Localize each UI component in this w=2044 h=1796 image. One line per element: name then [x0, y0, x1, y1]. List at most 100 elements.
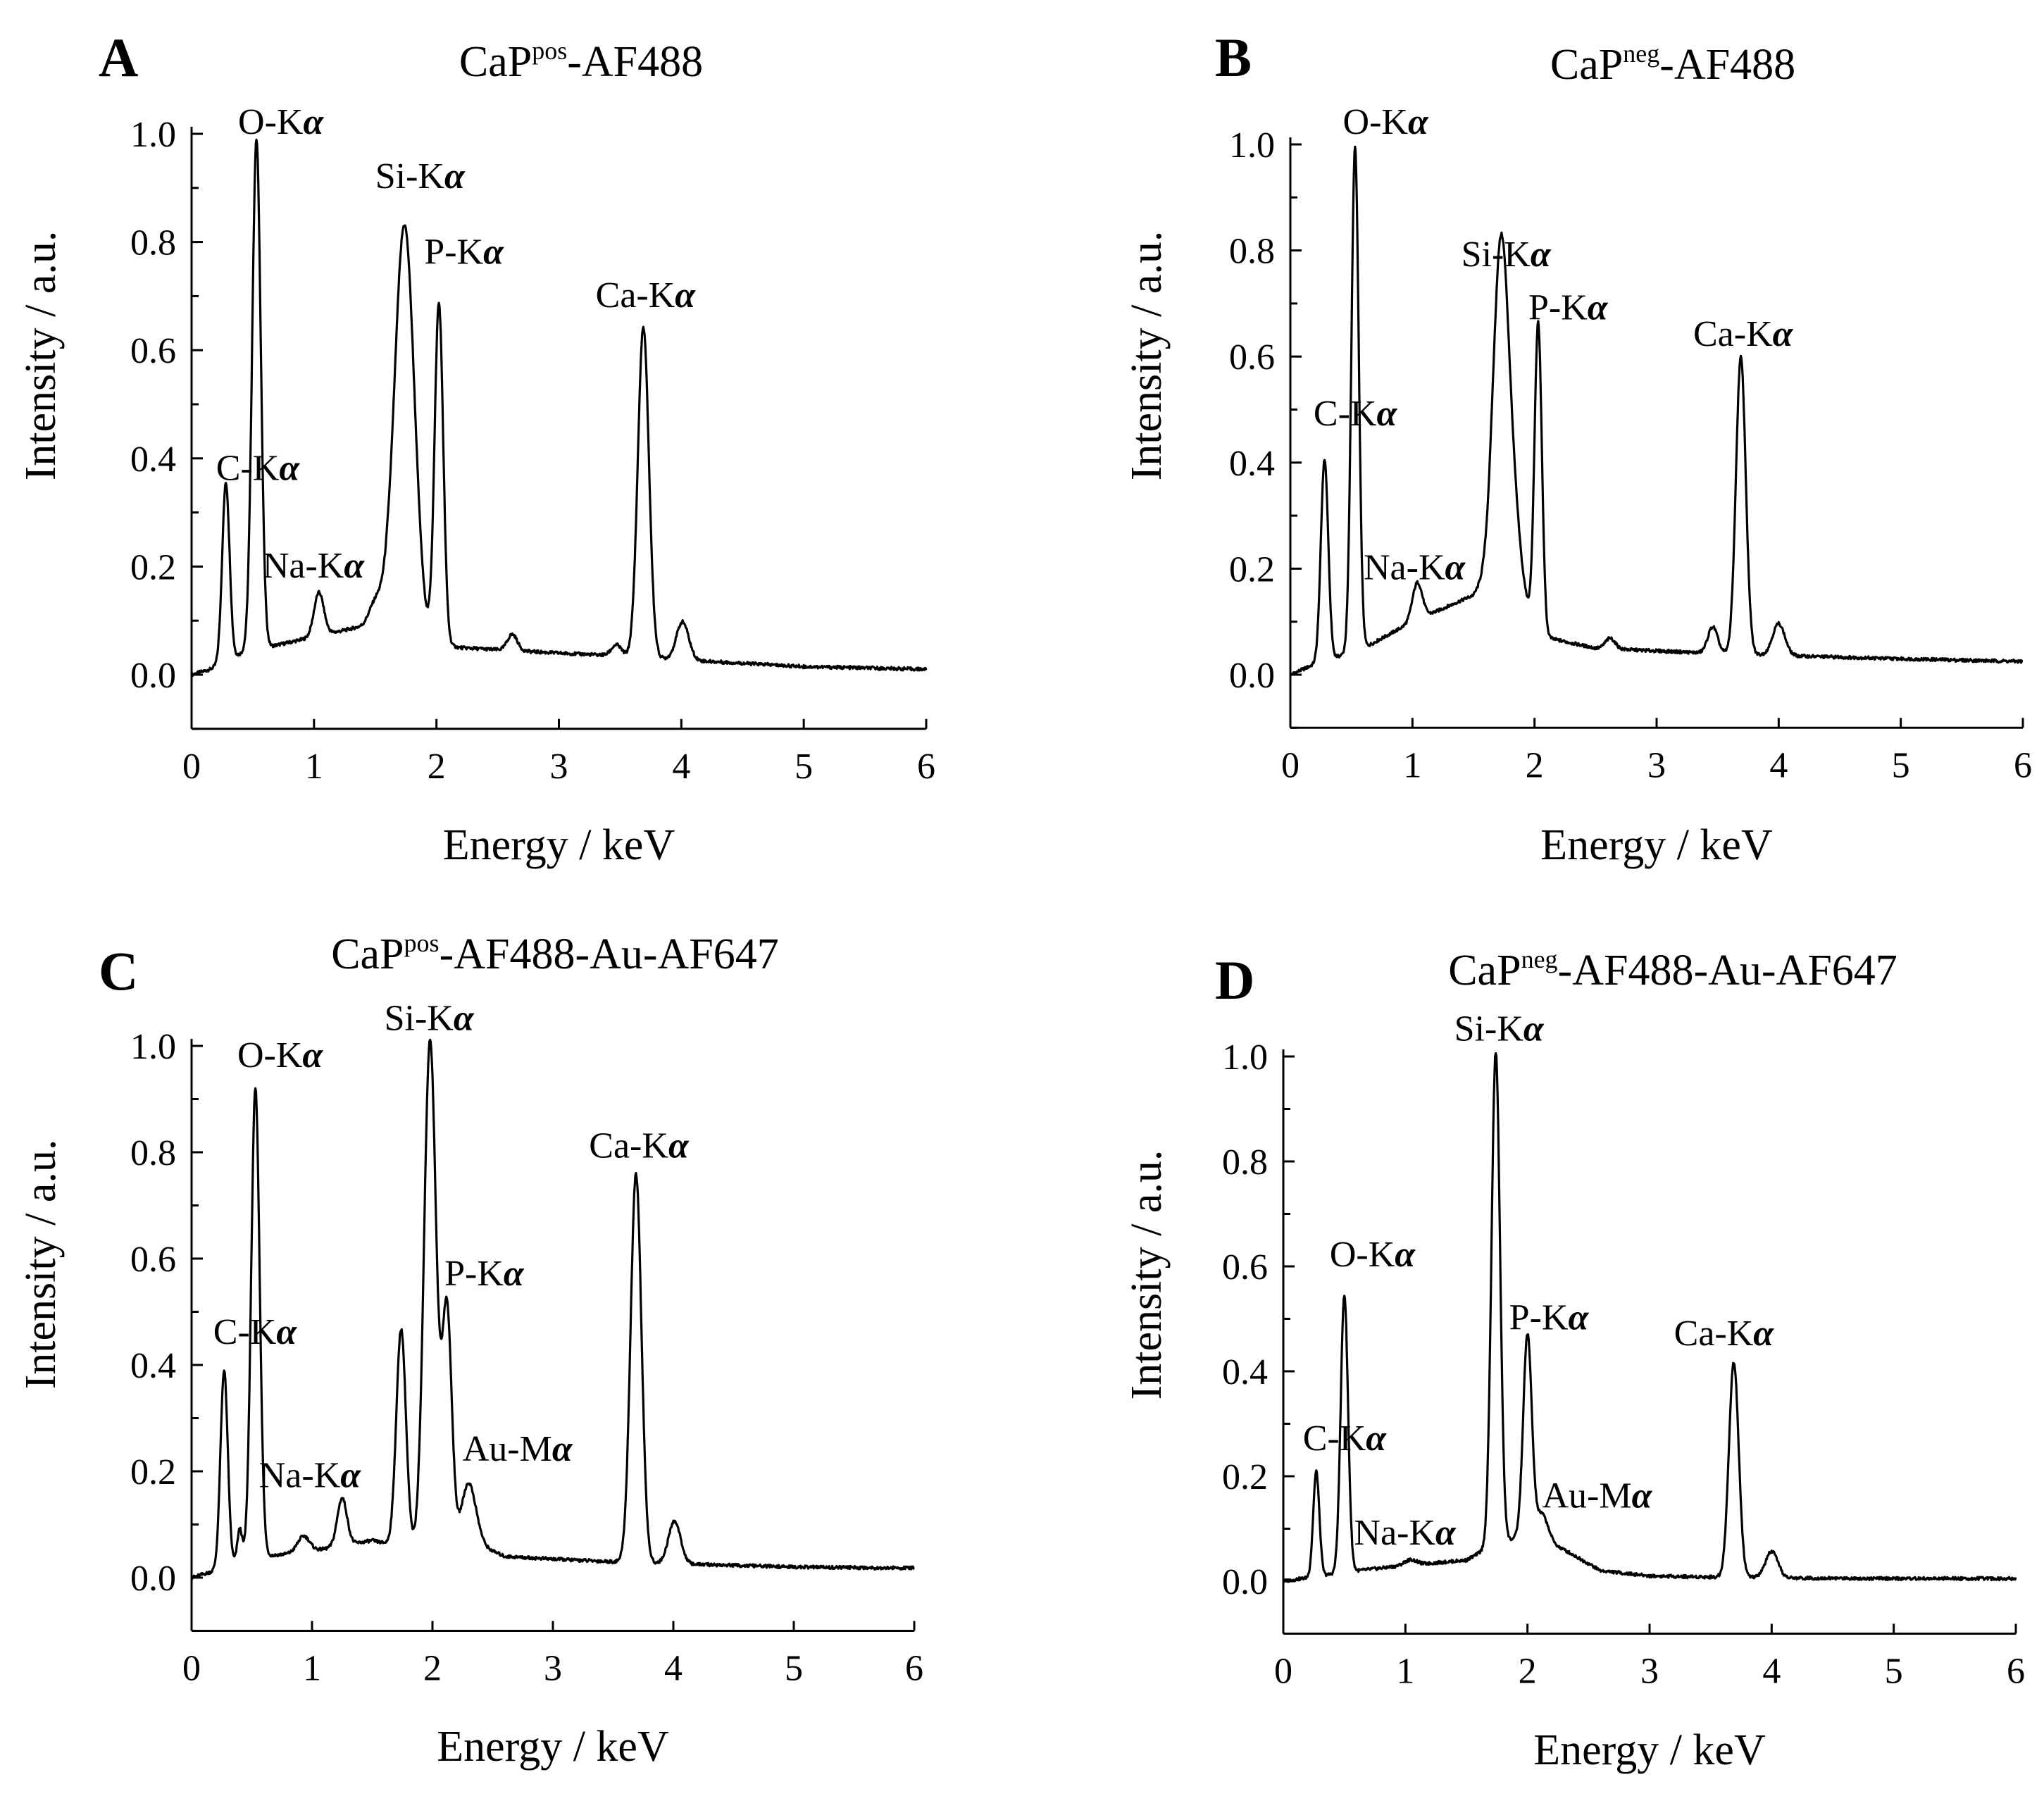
- peak-label-alpha: α: [444, 156, 466, 197]
- peak-label: C-Kα: [213, 1312, 298, 1352]
- peak-label: C-Kα: [216, 449, 301, 489]
- peak-label-alpha: α: [302, 1035, 323, 1075]
- x-tick-label: 5: [794, 747, 813, 787]
- peak-label: Si-Kα: [1462, 235, 1552, 275]
- x-tick-label: 0: [1274, 1652, 1292, 1692]
- panel-letter: D: [1215, 949, 1254, 1011]
- y-tick-label: 1.0: [130, 115, 176, 155]
- y-tick-label: 0.4: [1229, 444, 1275, 484]
- peak-label-alpha: α: [483, 232, 504, 272]
- peak-label-base: Na-K: [263, 546, 344, 586]
- x-tick-label: 6: [2014, 745, 2032, 785]
- x-tick-label: 6: [2007, 1652, 2025, 1692]
- peak-label-base: P-K: [1528, 287, 1588, 328]
- chart-title: CaPpos-AF488-Au-AF647: [331, 929, 779, 978]
- x-tick-label: 1: [1403, 745, 1421, 785]
- y-tick-label: 0.0: [130, 656, 176, 696]
- spectrum-line: [190, 138, 928, 678]
- peak-label: Na-Kα: [1364, 547, 1466, 587]
- peak-label-alpha: α: [1435, 1513, 1457, 1553]
- peak-label-alpha: α: [1588, 287, 1609, 328]
- peak-label: C-Kα: [1303, 1418, 1388, 1459]
- peak-label-alpha: α: [1773, 314, 1794, 354]
- peak-label: Au-Mα: [463, 1429, 573, 1469]
- x-tick-label: 1: [305, 747, 323, 787]
- y-axis-label: Intensity / a.u.: [1123, 1150, 1171, 1400]
- peak-label-base: P-K: [444, 1254, 504, 1294]
- title-main: CaP: [459, 38, 532, 86]
- peak-label-base: Si-K: [375, 156, 445, 197]
- peak-label-base: Na-K: [259, 1456, 341, 1496]
- peak-label-alpha: α: [504, 1254, 525, 1294]
- peak-label: Si-Kα: [385, 998, 475, 1038]
- peak-label: Si-Kα: [1454, 1009, 1545, 1049]
- x-tick-label: 0: [182, 747, 201, 787]
- peak-label-alpha: α: [303, 102, 324, 142]
- peak-label-base: Si-K: [385, 998, 454, 1038]
- y-tick-label: 0.4: [130, 439, 176, 480]
- peak-label: Na-Kα: [1354, 1513, 1457, 1553]
- x-tick-label: 5: [1892, 745, 1910, 785]
- peak-label: O-Kα: [1343, 102, 1429, 142]
- y-tick-label: 0.0: [130, 1559, 176, 1599]
- y-tick-label: 0.2: [130, 547, 176, 587]
- peak-label: O-Kα: [238, 102, 324, 142]
- x-tick-label: 3: [1640, 1652, 1659, 1692]
- x-tick-label: 2: [1526, 745, 1544, 785]
- peak-label-alpha: α: [668, 1126, 690, 1166]
- title-rest: -AF488: [567, 38, 703, 86]
- peak-label-base: O-K: [238, 102, 304, 142]
- x-tick-label: 1: [1396, 1652, 1414, 1692]
- peak-label-base: Ca-K: [1693, 314, 1773, 354]
- spectrum-line: [1282, 1052, 2017, 1583]
- peak-label: P-Kα: [424, 232, 504, 272]
- x-tick-label: 3: [550, 747, 568, 787]
- peak-label-alpha: α: [1395, 1235, 1416, 1275]
- peak-label: Si-Kα: [375, 156, 466, 197]
- panel-c: C CaPpos-AF488-Au-AF647 0 1 2 3 4 5 6 0.0 0.2 0.4 0.…: [17, 929, 923, 1771]
- title-sup: pos: [532, 37, 567, 65]
- title-rest: -AF488-Au-AF647: [440, 930, 779, 978]
- peak-label-alpha: α: [1445, 547, 1466, 587]
- peak-label-base: Si-K: [1454, 1009, 1524, 1049]
- peak-label: Na-Kα: [263, 546, 366, 586]
- peak-label: O-Kα: [237, 1035, 323, 1075]
- title-rest: -AF488: [1659, 41, 1795, 89]
- x-tick-label: 4: [1762, 1652, 1781, 1692]
- y-tick-label: 0.0: [1222, 1562, 1268, 1602]
- x-tick-label: 0: [182, 1649, 201, 1689]
- x-tick-label: 2: [428, 747, 446, 787]
- panel-b: B CaPneg-AF488 0 1 2 3 4 5 6 0.0 0.2 0.4 0.6 0.8 1.0 En…: [1123, 27, 2032, 869]
- x-tick-label: 3: [1647, 745, 1666, 785]
- peak-label-alpha: α: [454, 998, 475, 1038]
- peak-label-base: C-K: [213, 1312, 277, 1352]
- x-tick-label: 0: [1281, 745, 1300, 785]
- y-tick-label: 1.0: [1229, 125, 1275, 166]
- title-sup: neg: [1623, 39, 1659, 68]
- peak-label-base: C-K: [216, 449, 280, 489]
- y-tick-label: 0.2: [1222, 1457, 1268, 1497]
- x-tick-label: 6: [917, 747, 935, 787]
- y-tick-label: 0.4: [130, 1346, 176, 1386]
- y-axis-label: Intensity / a.u.: [17, 1140, 65, 1390]
- peak-label: Na-Kα: [259, 1456, 362, 1496]
- y-tick-label: 0.6: [1222, 1247, 1268, 1287]
- peak-label-base: Ca-K: [589, 1126, 668, 1166]
- spectrum-line: [1289, 145, 2024, 676]
- title-rest: -AF488-Au-AF647: [1558, 947, 1897, 994]
- peak-label: C-Kα: [1314, 394, 1398, 434]
- peak-label-base: Au-M: [463, 1429, 552, 1469]
- spectrum-line: [191, 1038, 915, 1580]
- peak-label: Au-Mα: [1542, 1476, 1652, 1516]
- y-tick-label: 0.8: [1229, 232, 1275, 272]
- x-axis-label: Energy / keV: [437, 1723, 669, 1771]
- chart-title: CaPpos-AF488: [459, 37, 703, 86]
- panel-letter: C: [99, 940, 138, 1002]
- peak-label-base: O-K: [1343, 102, 1409, 142]
- y-axis-label: Intensity / a.u.: [1123, 231, 1171, 481]
- x-tick-label: 5: [785, 1649, 803, 1689]
- y-tick-label: 0.6: [130, 1240, 176, 1280]
- peak-label-base: Ca-K: [1674, 1314, 1754, 1354]
- chart-title: CaPneg-AF488-Au-AF647: [1448, 945, 1897, 994]
